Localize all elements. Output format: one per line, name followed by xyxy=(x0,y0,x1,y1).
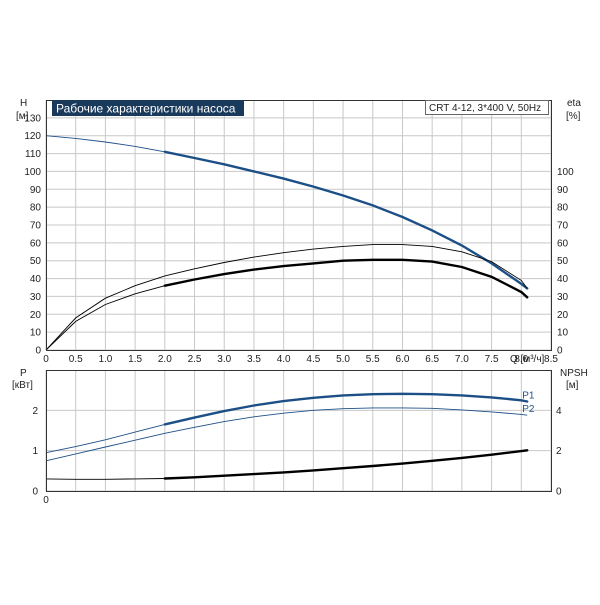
y-right-tick-label: 100 xyxy=(557,167,574,178)
y-left-tick-label: 80 xyxy=(30,203,42,214)
y-right-tick-label: 30 xyxy=(557,292,569,303)
title-box xyxy=(52,100,244,116)
bottom-plot-frame xyxy=(46,370,552,492)
chart-subtitle: CRT 4-12, 3*400 V, 50Hz xyxy=(429,103,541,114)
curve-thin-part-top-2 xyxy=(45,285,165,351)
curve-thick-part-bottom-0 xyxy=(163,392,529,426)
y-right-tick-label: 0 xyxy=(557,346,563,357)
curve-thick-part-top-0 xyxy=(163,150,529,290)
curve-thick-part-top-2 xyxy=(163,258,529,299)
curve-thin-part-bottom-2 xyxy=(45,478,165,480)
tick-layer: 000.5 1.0 1.5 2.0 2.5 3.0 3.5 4.0 4.5 5.0 5.5 6.0 6.… xyxy=(24,113,574,506)
y-left-tick-label: 120 xyxy=(24,131,41,142)
power-axis-unit: [кВт] xyxy=(12,380,33,391)
y-left-tick-label: 0 xyxy=(35,346,41,357)
npsh-tick-label: 2 xyxy=(556,446,562,457)
y-left-tick-label: 60 xyxy=(30,238,42,249)
grid-layer xyxy=(45,100,552,492)
x-tick-label-bottom: 0 xyxy=(43,495,49,506)
x-tick-label: 8.0 xyxy=(514,354,528,365)
y-right-tick-label: 80 xyxy=(557,203,569,214)
y-left-tick-label: 40 xyxy=(30,274,42,285)
x-tick-label: 7.5 xyxy=(485,354,499,365)
y-right-tick-label: 20 xyxy=(557,310,569,321)
curve-thin-bottom-1 xyxy=(45,407,528,462)
y-left-tick-label: 90 xyxy=(30,185,42,196)
curve-thin-part-bottom-0 xyxy=(45,423,165,454)
x-tick-label: 0.5 xyxy=(69,354,83,365)
power-axis-label: P xyxy=(20,368,27,379)
x-tick-label: 5.0 xyxy=(336,354,350,365)
series-label-p2: P2 xyxy=(522,404,535,415)
x-tick-label: 3.5 xyxy=(247,354,261,365)
y-left-tick-label: 130 xyxy=(24,113,41,124)
y-right-tick-label: 60 xyxy=(557,238,569,249)
x-tick-label: 2.5 xyxy=(188,354,202,365)
subtitle-box xyxy=(425,100,549,115)
y-right-label: eta xyxy=(567,98,581,109)
curve-layer xyxy=(45,135,529,480)
y-right-tick-label: 50 xyxy=(557,256,569,267)
y-right-tick-label: 90 xyxy=(557,185,569,196)
npsh-tick-label: 4 xyxy=(556,406,562,417)
y-right-tick-label: 40 xyxy=(557,274,569,285)
top-plot-frame xyxy=(46,100,552,351)
x-tick-label: 4.5 xyxy=(306,354,320,365)
x-tick-label: 7.0 xyxy=(455,354,469,365)
x-tick-label: 6.0 xyxy=(396,354,410,365)
power-tick-label: 0 xyxy=(32,487,38,498)
y-right-unit: [%] xyxy=(566,111,581,122)
curve-thick-part-bottom-2 xyxy=(163,449,529,480)
npsh-axis-unit: [м] xyxy=(566,380,579,391)
y-left-tick-label: 50 xyxy=(30,256,42,267)
y-left-tick-label: 20 xyxy=(30,310,42,321)
curve-thin-part-top-0 xyxy=(45,135,165,153)
series-label-p1: P1 xyxy=(522,390,535,401)
x-tick-label: 2.0 xyxy=(158,354,172,365)
y-left-label: H xyxy=(20,98,27,109)
power-tick-label: 2 xyxy=(32,406,38,417)
y-left-tick-label: 10 xyxy=(30,328,42,339)
y-right-tick-label: 70 xyxy=(557,221,569,232)
x-tick-label: 1.0 xyxy=(98,354,112,365)
x-tick-label: 0 xyxy=(43,354,49,365)
y-left-tick-label: 70 xyxy=(30,221,42,232)
y-left-unit: [м] xyxy=(16,111,29,122)
x-tick-label: 3.0 xyxy=(217,354,231,365)
x-axis-label: Q [м³/ч] xyxy=(510,354,545,365)
x-tick-label: 5.5 xyxy=(366,354,380,365)
power-tick-label: 1 xyxy=(32,446,38,457)
chart-title: Рабочие характеристики насоса xyxy=(56,102,236,116)
curve-thin-top-1 xyxy=(45,244,528,351)
x-tick-label: 1.5 xyxy=(128,354,142,365)
x-tick-label: 8.5 xyxy=(544,354,558,365)
x-tick-label: 4.0 xyxy=(277,354,291,365)
y-right-tick-label: 10 xyxy=(557,328,569,339)
y-left-tick-label: 100 xyxy=(24,167,41,178)
npsh-axis-label: NPSH xyxy=(560,368,588,379)
y-left-tick-label: 30 xyxy=(30,292,42,303)
x-tick-label: 6.5 xyxy=(425,354,439,365)
y-left-tick-label: 110 xyxy=(25,149,41,160)
npsh-tick-label: 0 xyxy=(556,487,562,498)
